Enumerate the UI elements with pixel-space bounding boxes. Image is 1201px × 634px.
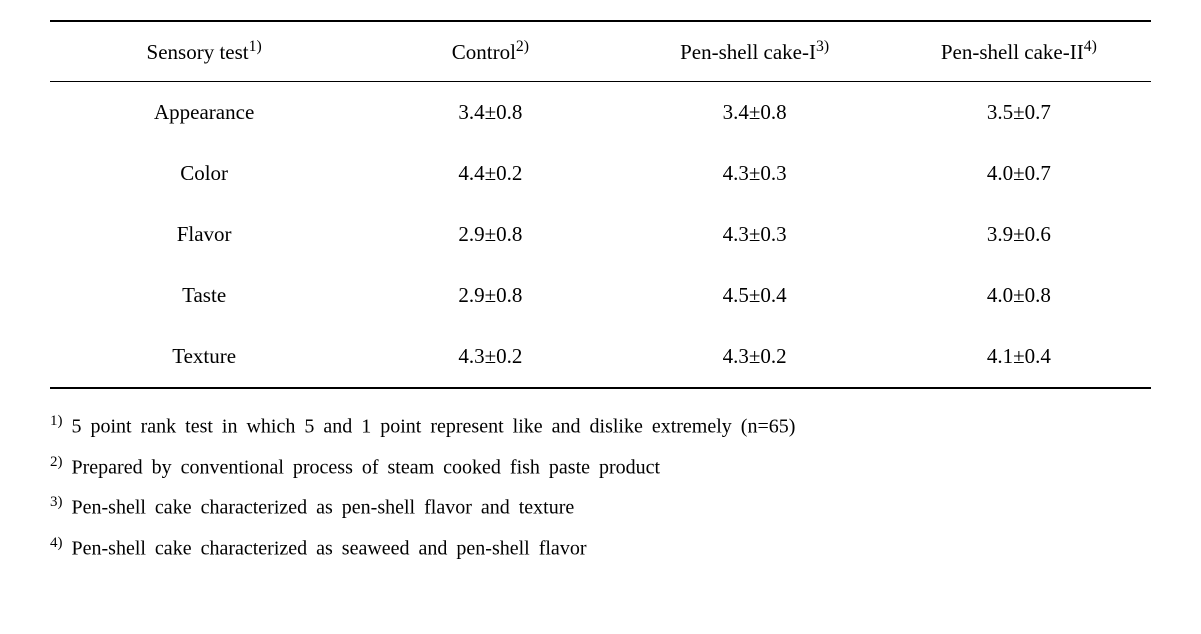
cell-value: 4.1±0.4 bbox=[887, 326, 1151, 388]
col-header-sup: 1) bbox=[249, 38, 262, 55]
table-row: Texture 4.3±0.2 4.3±0.2 4.1±0.4 bbox=[50, 326, 1151, 388]
col-header-label: Control bbox=[452, 40, 516, 64]
footnote-sup: 1) bbox=[50, 413, 63, 429]
row-label: Flavor bbox=[50, 204, 358, 265]
footnote-3: 3) Pen-shell cake characterized as pen-s… bbox=[50, 488, 1151, 527]
row-label: Taste bbox=[50, 265, 358, 326]
cell-value: 4.3±0.3 bbox=[623, 143, 887, 204]
footnote-text: Pen-shell cake characterized as pen-shel… bbox=[72, 497, 575, 519]
table-row: Appearance 3.4±0.8 3.4±0.8 3.5±0.7 bbox=[50, 82, 1151, 144]
footnote-sup: 2) bbox=[50, 454, 63, 470]
table-row: Taste 2.9±0.8 4.5±0.4 4.0±0.8 bbox=[50, 265, 1151, 326]
col-header-label: Pen-shell cake-II bbox=[941, 40, 1084, 64]
footnote-2: 2) Prepared by conventional process of s… bbox=[50, 448, 1151, 487]
row-label: Color bbox=[50, 143, 358, 204]
col-header-label: Pen-shell cake-I bbox=[680, 40, 816, 64]
col-header-sup: 2) bbox=[516, 38, 529, 55]
footnotes: 1) 5 point rank test in which 5 and 1 po… bbox=[50, 407, 1151, 568]
col-header-cake2: Pen-shell cake-II4) bbox=[887, 21, 1151, 82]
sensory-test-table: Sensory test1) Control2) Pen-shell cake-… bbox=[50, 20, 1151, 389]
col-header-label: Sensory test bbox=[147, 40, 249, 64]
footnote-sup: 4) bbox=[50, 535, 63, 551]
row-label: Appearance bbox=[50, 82, 358, 144]
cell-value: 4.3±0.3 bbox=[623, 204, 887, 265]
footnote-4: 4) Pen-shell cake characterized as seawe… bbox=[50, 529, 1151, 568]
footnote-1: 1) 5 point rank test in which 5 and 1 po… bbox=[50, 407, 1151, 446]
cell-value: 4.3±0.2 bbox=[358, 326, 622, 388]
cell-value: 3.9±0.6 bbox=[887, 204, 1151, 265]
cell-value: 4.0±0.7 bbox=[887, 143, 1151, 204]
table-row: Color 4.4±0.2 4.3±0.3 4.0±0.7 bbox=[50, 143, 1151, 204]
col-header-sup: 4) bbox=[1084, 38, 1097, 55]
cell-value: 3.5±0.7 bbox=[887, 82, 1151, 144]
col-header-sensory: Sensory test1) bbox=[50, 21, 358, 82]
cell-value: 4.4±0.2 bbox=[358, 143, 622, 204]
cell-value: 2.9±0.8 bbox=[358, 204, 622, 265]
col-header-cake1: Pen-shell cake-I3) bbox=[623, 21, 887, 82]
col-header-control: Control2) bbox=[358, 21, 622, 82]
footnote-text: Prepared by conventional process of stea… bbox=[72, 456, 661, 478]
cell-value: 2.9±0.8 bbox=[358, 265, 622, 326]
col-header-sup: 3) bbox=[816, 38, 829, 55]
cell-value: 4.3±0.2 bbox=[623, 326, 887, 388]
footnote-text: 5 point rank test in which 5 and 1 point… bbox=[72, 416, 796, 438]
cell-value: 3.4±0.8 bbox=[623, 82, 887, 144]
row-label: Texture bbox=[50, 326, 358, 388]
cell-value: 3.4±0.8 bbox=[358, 82, 622, 144]
cell-value: 4.5±0.4 bbox=[623, 265, 887, 326]
table-row: Flavor 2.9±0.8 4.3±0.3 3.9±0.6 bbox=[50, 204, 1151, 265]
table-header-row: Sensory test1) Control2) Pen-shell cake-… bbox=[50, 21, 1151, 82]
cell-value: 4.0±0.8 bbox=[887, 265, 1151, 326]
footnote-text: Pen-shell cake characterized as seaweed … bbox=[72, 538, 587, 560]
footnote-sup: 3) bbox=[50, 494, 63, 510]
